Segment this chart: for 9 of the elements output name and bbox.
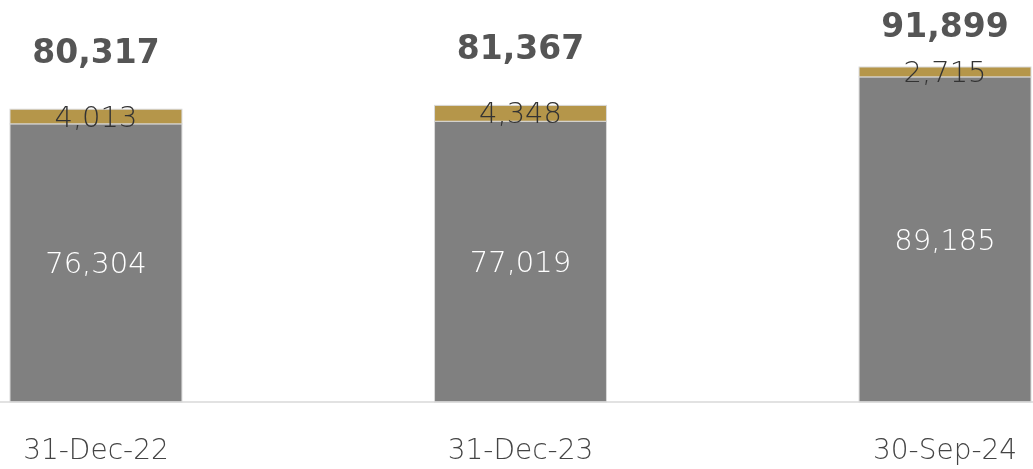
total-label: 81,367 [456,28,585,68]
total-label: 91,899 [881,6,1009,45]
x-tick-label: 31-Dec-22 [23,433,169,466]
x-tick-label: 31-Dec-23 [447,433,594,466]
total-label: 80,317 [32,32,160,72]
data-label: 76,304 [45,246,147,281]
x-tick-label: 30-Sep-24 [872,433,1018,466]
data-label: 77,019 [469,244,572,279]
data-label: 89,185 [894,222,996,257]
